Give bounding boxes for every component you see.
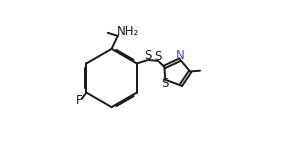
Text: S: S [144, 49, 152, 62]
Text: N: N [176, 49, 184, 62]
Text: S: S [154, 50, 162, 63]
Text: NH₂: NH₂ [117, 25, 139, 38]
Text: S: S [161, 77, 169, 90]
Text: F: F [76, 94, 82, 107]
